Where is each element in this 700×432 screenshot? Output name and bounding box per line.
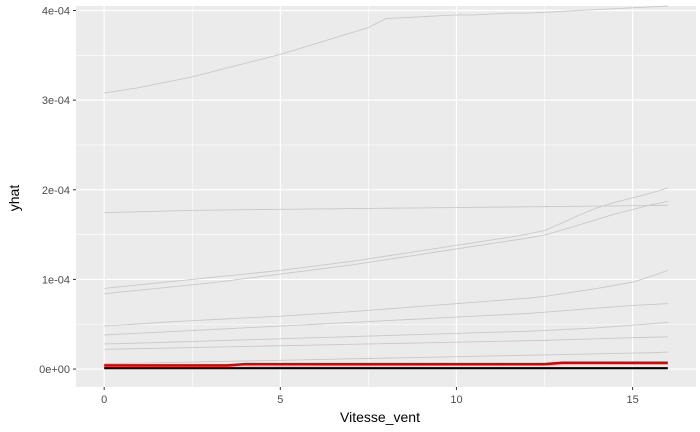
ice-line	[104, 200, 668, 295]
series-layer	[104, 5, 668, 370]
pdp-line	[104, 361, 668, 367]
y-tick-label: 4e-04	[42, 5, 70, 17]
x-axis-title: Vitesse_vent	[340, 409, 420, 425]
ice-line	[104, 204, 668, 214]
x-tick-label: 0	[101, 394, 107, 406]
ice-line	[104, 336, 668, 350]
ice-line	[104, 363, 668, 368]
y-tick-label: 0e+00	[39, 364, 70, 376]
ice-line	[104, 303, 668, 336]
y-axis-ticks: 0e+00 1e-04 2e-04 3e-04 4e-04	[39, 5, 76, 376]
y-tick-label: 3e-04	[42, 95, 70, 107]
y-tick-label: 1e-04	[42, 274, 70, 286]
ice-line	[104, 5, 668, 94]
x-tick-label: 15	[626, 394, 638, 406]
ice-line	[104, 322, 668, 345]
grid-minor	[76, 6, 696, 387]
y-axis-title: yhat	[6, 185, 22, 212]
plot-panel	[76, 6, 696, 387]
ice-line	[104, 270, 668, 327]
x-tick-label: 10	[450, 394, 462, 406]
x-axis-ticks: 0 5 10 15	[101, 387, 639, 406]
x-tick-label: 5	[277, 394, 283, 406]
y-tick-label: 2e-04	[42, 185, 70, 197]
ice-line	[104, 187, 668, 289]
ice-line	[104, 351, 668, 365]
